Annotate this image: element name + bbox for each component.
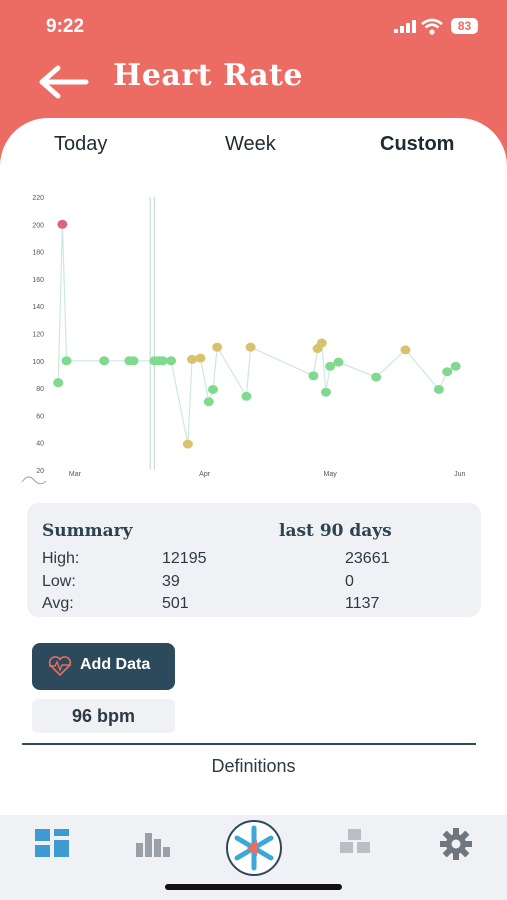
y-tick-label: 220 — [32, 195, 44, 202]
data-point — [128, 356, 139, 366]
data-point — [245, 342, 256, 352]
cellular-signal-icon — [394, 20, 416, 33]
y-tick-label: 60 — [36, 413, 44, 420]
current-bpm-value: 96 bpm — [32, 699, 175, 733]
data-point — [371, 372, 382, 382]
summary-high-label: High: — [42, 550, 80, 567]
status-time: 9:22 — [46, 16, 85, 37]
data-point — [320, 387, 331, 397]
summary-avg-label: Avg: — [42, 595, 74, 612]
data-point — [207, 384, 218, 394]
y-tick-label: 160 — [32, 277, 44, 284]
x-tick-label: Jun — [454, 471, 465, 478]
data-point — [241, 391, 252, 401]
bar-chart-icon[interactable] — [136, 829, 170, 857]
app-logo-icon[interactable] — [225, 819, 283, 877]
x-tick-label: Mar — [69, 471, 82, 478]
data-point — [61, 356, 72, 366]
data-point — [53, 378, 64, 388]
summary-high-value: 12195 — [162, 550, 207, 567]
data-point — [442, 367, 453, 377]
data-point — [157, 356, 168, 366]
back-arrow-icon[interactable] — [38, 62, 90, 102]
tab-today[interactable]: Today — [54, 133, 108, 155]
definitions-link[interactable]: Definitions — [211, 756, 296, 776]
heart-pulse-icon — [48, 656, 72, 676]
data-point — [316, 338, 327, 348]
summary-low-value: 39 — [162, 573, 180, 590]
home-indicator — [165, 884, 342, 890]
heart-rate-chart: 20 40 60 80 100 120 140 160 180 200 220 Mar Apr May Ju… — [21, 195, 466, 485]
summary-period: last 90 days — [279, 521, 392, 541]
y-tick-label: 140 — [32, 304, 44, 311]
data-point — [212, 342, 223, 352]
y-tick-label: 180 — [32, 250, 44, 257]
data-point — [166, 356, 177, 366]
data-point — [325, 361, 336, 371]
x-tick-label: Apr — [199, 471, 211, 478]
y-tick-label: 120 — [32, 332, 44, 339]
data-point — [57, 219, 68, 229]
data-point — [203, 397, 214, 407]
data-point — [99, 356, 110, 366]
summary-low-label: Low: — [42, 573, 76, 590]
data-point — [187, 354, 198, 364]
summary-avg-value-90d: 1137 — [345, 595, 380, 612]
data-point — [400, 345, 411, 355]
summary-low-value-90d: 0 — [345, 573, 354, 590]
summary-title: Summary — [42, 521, 133, 541]
range-glyph — [21, 476, 47, 485]
data-point — [308, 371, 319, 381]
summary-avg-value: 501 — [162, 595, 189, 612]
gear-icon[interactable] — [440, 828, 472, 860]
data-point — [333, 357, 344, 367]
page-title: Heart Rate — [113, 58, 303, 93]
y-tick-label: 40 — [36, 441, 44, 448]
y-tick-label: 100 — [32, 359, 44, 366]
x-tick-label: May — [324, 471, 338, 478]
divider — [22, 743, 476, 745]
y-tick-label: 200 — [32, 222, 44, 229]
status-bar: 9:22 83 — [0, 0, 507, 52]
dashboard-icon[interactable] — [35, 829, 69, 857]
data-point — [195, 353, 206, 363]
data-point — [433, 384, 444, 394]
y-tick-label: 20 — [36, 468, 44, 475]
data-point — [450, 361, 461, 371]
add-data-label: Add Data — [80, 656, 151, 673]
tab-week[interactable]: Week — [225, 133, 276, 155]
summary-card: Summary last 90 days High: 12195 23661 L… — [27, 503, 481, 617]
battery-indicator: 83 — [451, 18, 478, 34]
data-point — [182, 439, 193, 449]
tab-custom[interactable]: Custom — [380, 133, 455, 155]
add-data-button[interactable]: Add Data — [32, 643, 175, 690]
y-tick-label: 80 — [36, 386, 44, 393]
wifi-icon — [421, 18, 443, 35]
summary-high-value-90d: 23661 — [345, 550, 390, 567]
series-line — [57, 224, 456, 445]
cubes-icon[interactable] — [338, 829, 372, 859]
